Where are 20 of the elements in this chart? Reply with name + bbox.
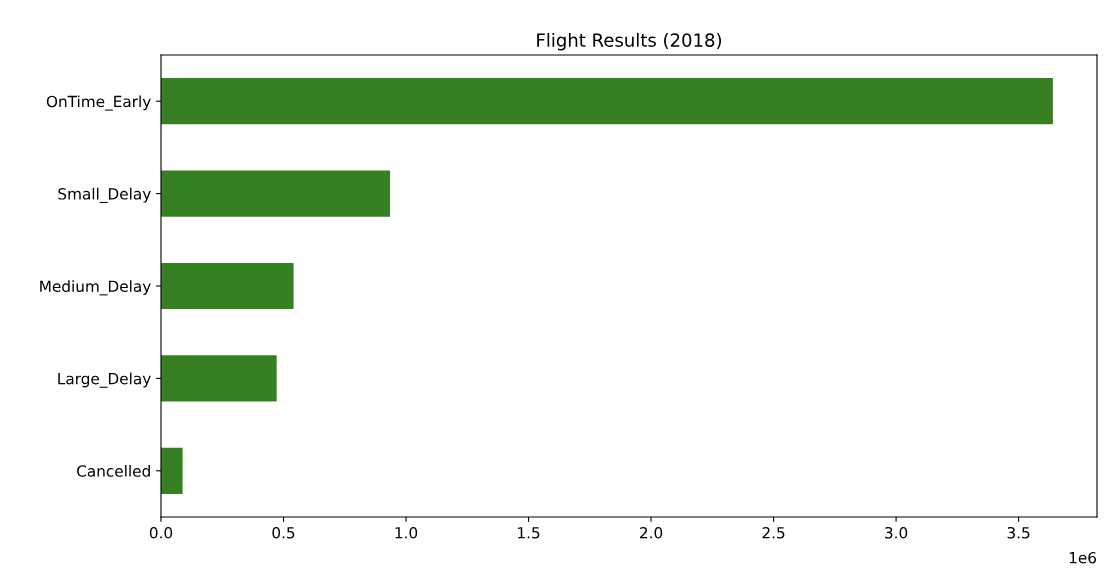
x-tick-label: 0.5 [272,526,295,539]
x-tick-label: 0.0 [149,526,173,539]
x-tick-label: 1.5 [518,527,540,539]
y-tick-label: Medium_Delay [40,280,151,296]
x-tick-label: 2.0 [640,526,663,539]
bar [161,262,294,310]
bar [161,78,1053,125]
bar [161,355,277,402]
y-tick-label: Large_Delay [58,372,151,388]
chart-title: Flight Results (2018) [537,32,722,51]
x-tick-label: 3.5 [1007,526,1030,539]
text: 1e6 [1069,551,1097,564]
y-tick-label: Small_Delay [58,187,151,204]
x-tick-label: 1.0 [395,526,418,539]
x-tick-label: 2.5 [762,526,785,539]
y-tick-label: Cancelled [77,465,150,477]
bar [161,447,183,494]
y-tick-label: OnTime_Early [46,95,151,111]
x-tick-label: 3.0 [885,526,908,539]
bar [161,170,391,217]
